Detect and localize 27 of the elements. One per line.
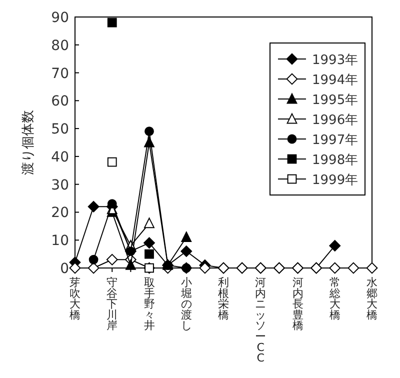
y-tick-label: 30 [51, 177, 69, 194]
legend-label: 1997年 [312, 133, 358, 148]
legend-label: 1998年 [312, 153, 358, 168]
y-tick-label: 60 [51, 94, 69, 110]
legend-label: 1993年 [312, 53, 358, 68]
y-tick-label: 10 [51, 233, 69, 250]
x-tick-label: 常総大橋 [328, 276, 340, 322]
x-tick-label: 利根栄橋 [218, 276, 229, 322]
legend-label: 1996年 [312, 113, 358, 128]
x-tick-label: 河内ニッソーCC [255, 276, 266, 365]
legend-label: 1995年 [312, 93, 358, 108]
x-tick-label: 取手野々井 [144, 276, 155, 332]
y-tick-label: 20 [51, 205, 69, 222]
legend-label: 1994年 [312, 73, 358, 88]
y-axis-title: 渡り個体数 [21, 110, 36, 175]
y-tick-label: 80 [51, 38, 69, 54]
y-tick-label: 40 [51, 149, 69, 166]
x-tick-label: 河内長豊橋 [292, 276, 304, 332]
y-tick-label: 50 [51, 122, 69, 138]
legend-label: 1999年 [312, 173, 358, 188]
x-tick-label: 水郷大橋 [366, 276, 378, 322]
y-tick-label: 90 [51, 10, 69, 26]
x-tick-label: 小堀の渡し [180, 276, 192, 332]
x-tick-label: 芽吹大橋 [70, 276, 80, 322]
x-tick-label: 守谷下川岸 [106, 276, 118, 332]
y-tick-label: 0 [60, 261, 69, 277]
y-tick-label: 70 [51, 66, 69, 82]
